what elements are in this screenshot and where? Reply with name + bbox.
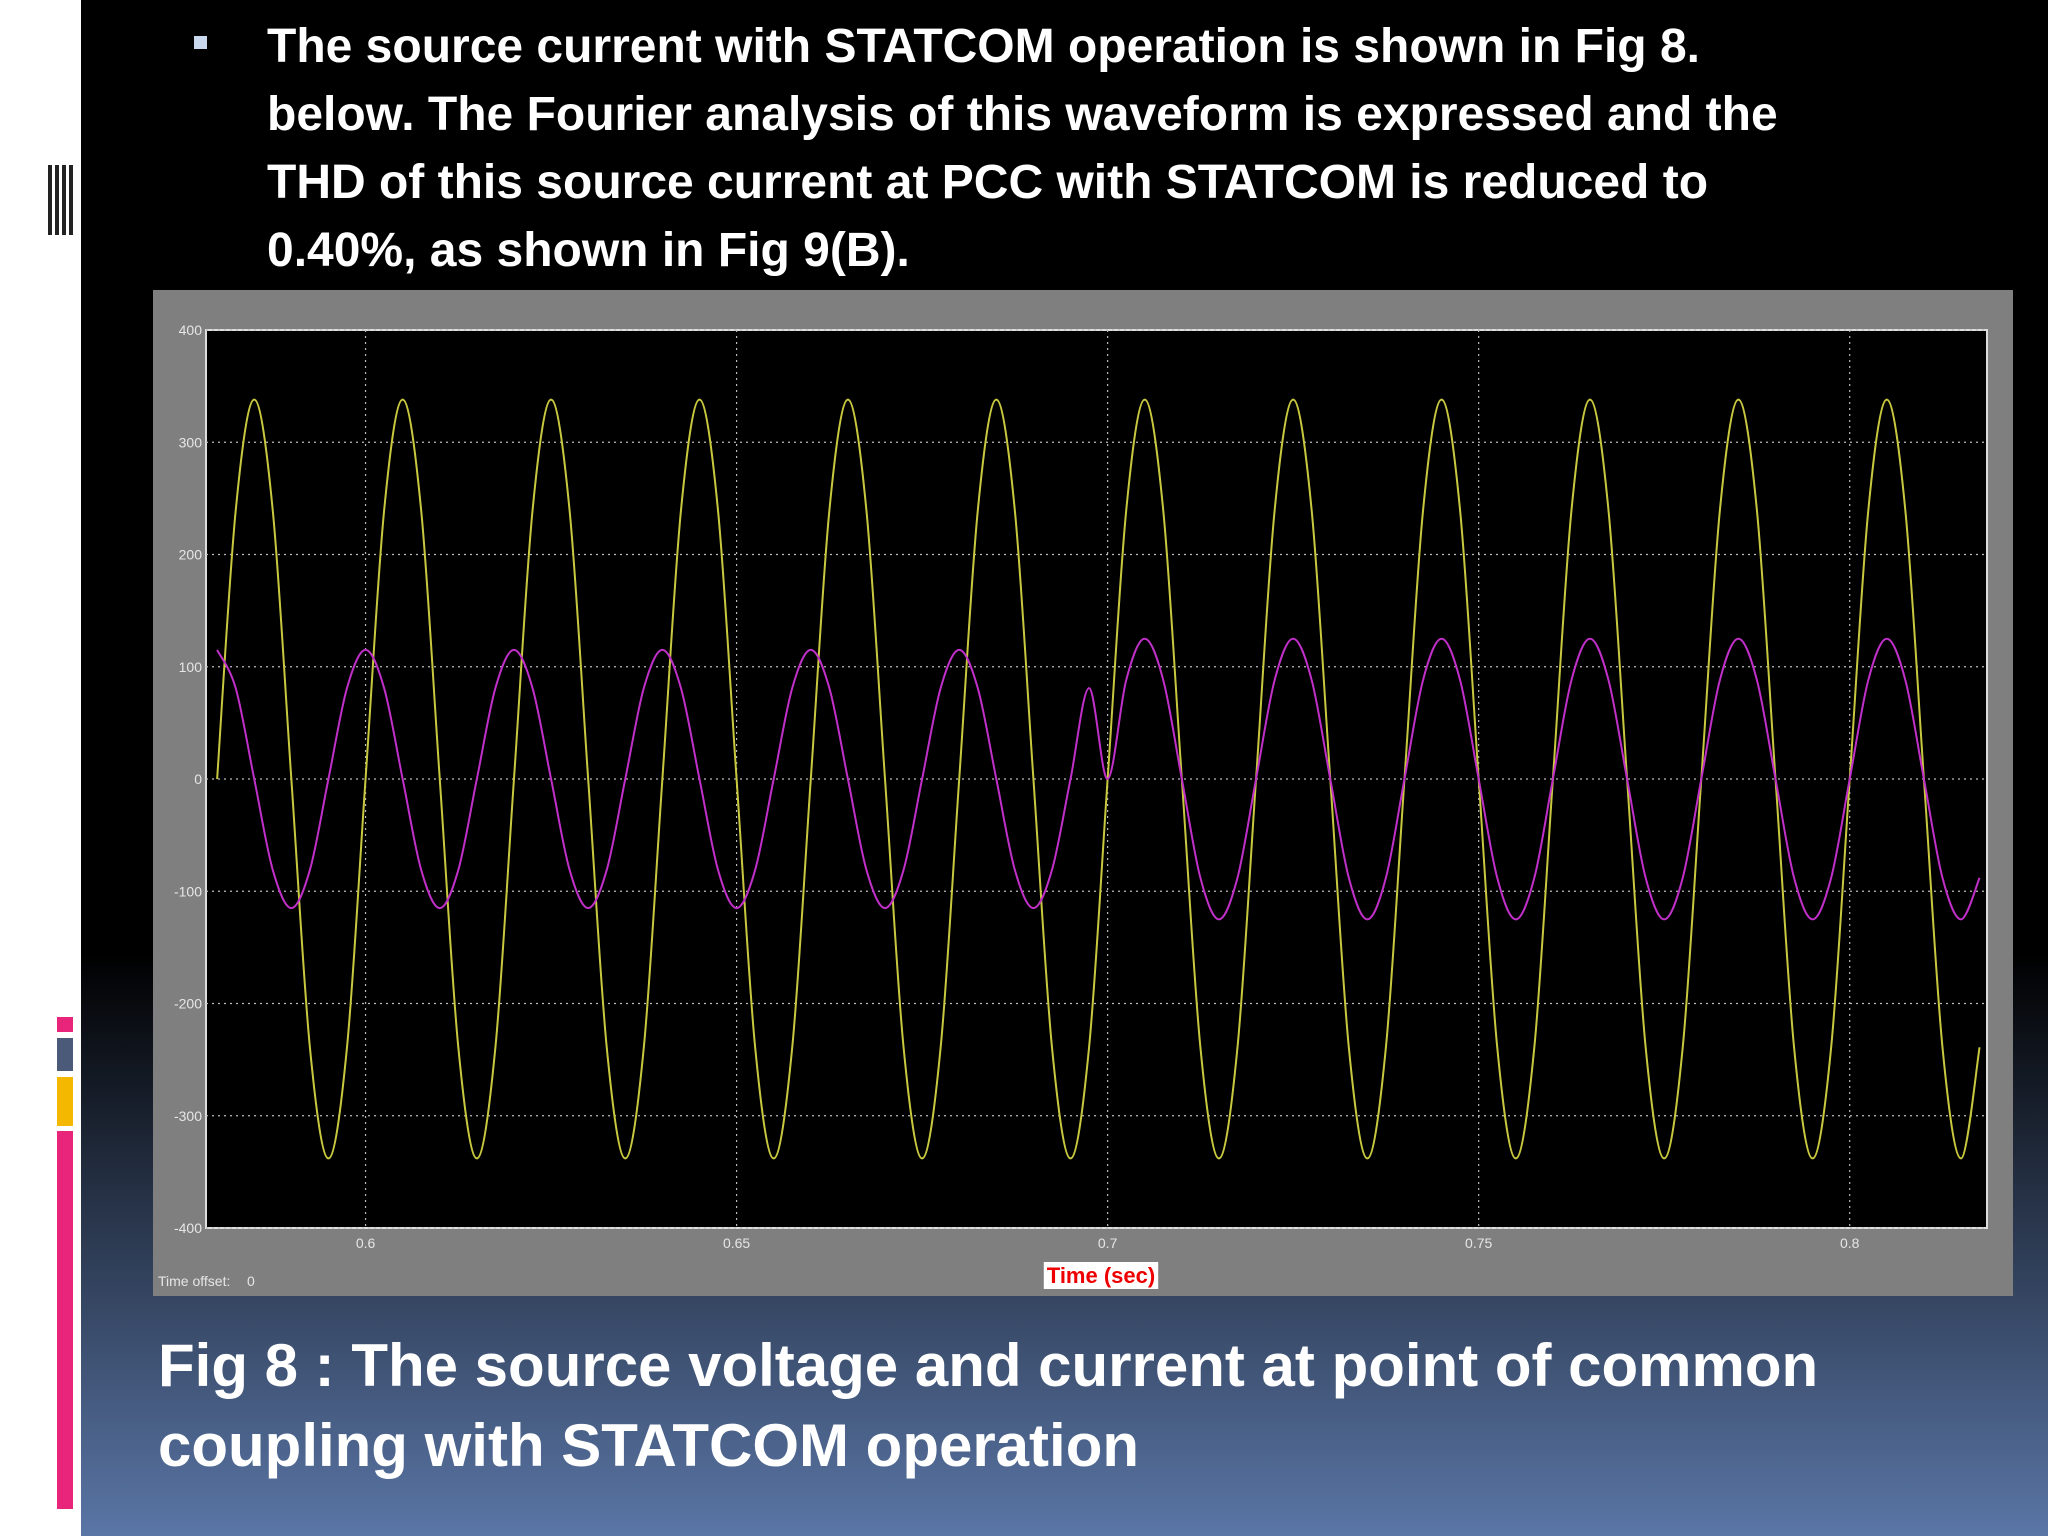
time-offset-value: 0	[247, 1273, 255, 1289]
y-tick-label: 100	[179, 659, 203, 675]
bullet-line: The source current with STATCOM operatio…	[267, 20, 1700, 73]
caption-line: Fig 8 : The source voltage and current a…	[158, 1332, 1818, 1399]
series-line	[216, 637, 1981, 921]
side-decor	[48, 165, 73, 1509]
y-tick-label: 400	[179, 322, 203, 338]
bullet-line: THD of this source current at PCC with S…	[267, 156, 1708, 209]
y-tick-label: -400	[174, 1220, 202, 1236]
series-line	[216, 398, 1981, 1160]
time-offset-label: Time offset:	[158, 1273, 230, 1289]
x-tick-label: 0.75	[1465, 1235, 1492, 1251]
y-tick-label: -300	[174, 1108, 202, 1124]
y-tick-label: 300	[179, 434, 203, 450]
bullet	[194, 36, 207, 49]
x-axis-label: Time (sec)	[1047, 1263, 1155, 1288]
x-tick-label: 0.6	[356, 1235, 376, 1251]
y-tick-label: -200	[174, 996, 202, 1012]
plot-area	[205, 329, 1988, 1229]
bullet-line: below. The Fourier analysis of this wave…	[267, 88, 1778, 141]
bullet-text: The source current with STATCOM operatio…	[267, 20, 1778, 277]
y-tick-label: 0	[194, 771, 202, 787]
y-tick-label: 200	[179, 547, 203, 563]
chart: -400 -300 -200 -100 0 100 200 300 400 0.6 0.65 0.7 0…	[158, 322, 1987, 1289]
x-tick-label: 0.7	[1098, 1235, 1118, 1251]
x-tick-label: 0.65	[723, 1235, 750, 1251]
y-tick-label: -100	[174, 883, 202, 899]
x-tick-label: 0.8	[1840, 1235, 1860, 1251]
caption-line: coupling with STATCOM operation	[158, 1412, 1139, 1479]
bullet-line: 0.40%, as shown in Fig 9(B).	[267, 224, 910, 277]
caption: Fig 8 : The source voltage and current a…	[158, 1332, 1818, 1479]
x-axis-label-box	[1043, 1262, 1159, 1289]
